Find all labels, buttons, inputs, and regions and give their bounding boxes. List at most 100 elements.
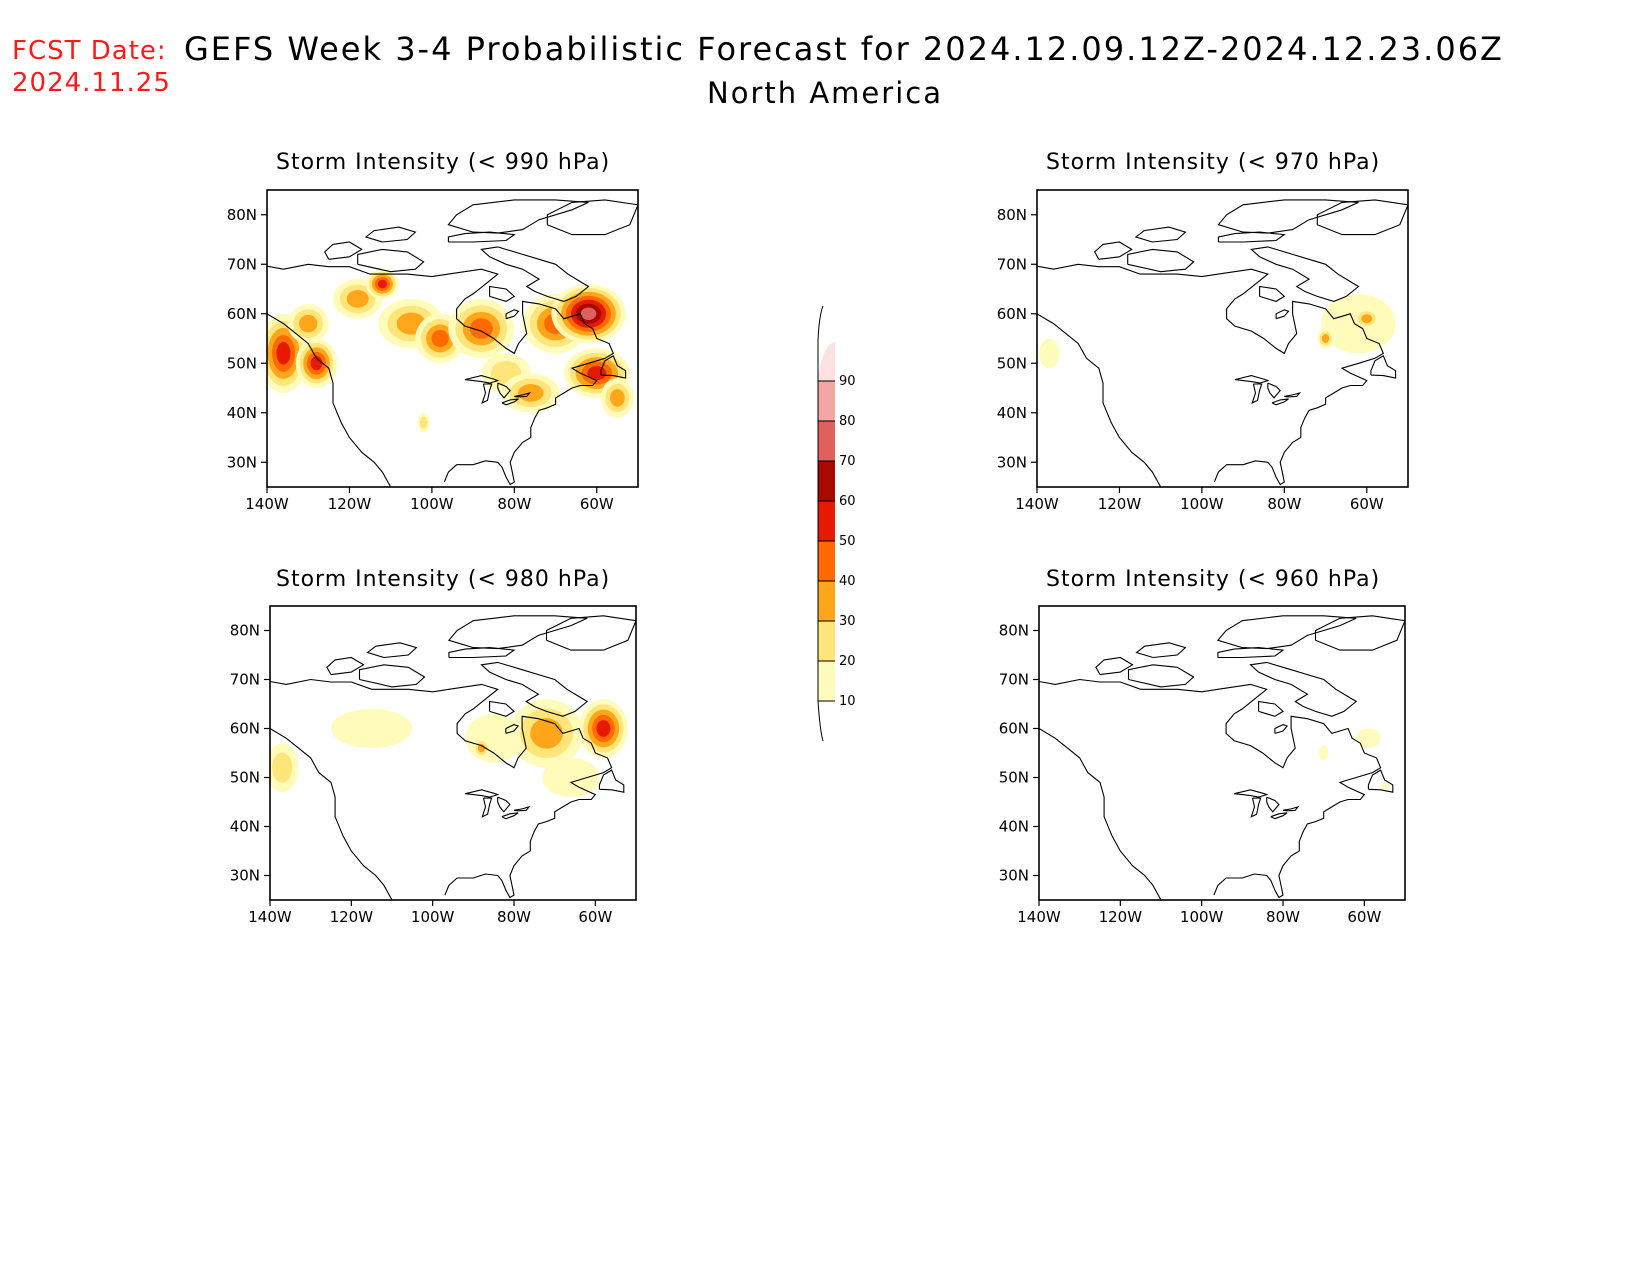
lat-tick-label: 40N <box>230 818 260 836</box>
coastline <box>545 615 636 651</box>
coastline <box>1258 700 1284 717</box>
coastline <box>448 647 516 659</box>
probability-contour-40 <box>431 329 449 348</box>
coastline <box>1039 678 1382 899</box>
coastline <box>1217 231 1286 243</box>
probability-contour-10 <box>542 757 600 798</box>
probability-contour-30 <box>477 743 486 753</box>
lat-tick-label: 70N <box>230 671 260 689</box>
map-fill-p970 <box>1037 199 1408 487</box>
coastline <box>464 375 500 384</box>
lat-tick-label: 30N <box>999 867 1029 885</box>
probability-contour-50 <box>377 279 388 289</box>
colorbar-label: 90 <box>839 374 856 389</box>
coastline <box>1127 248 1195 273</box>
panel-title-970: Storm Intensity (< 970 hPa) <box>1046 150 1381 175</box>
coastline <box>270 728 393 900</box>
coastline <box>501 398 519 406</box>
probability-area <box>1317 328 1334 349</box>
colorbar-label: 10 <box>839 694 856 709</box>
probability-area <box>417 412 430 433</box>
probability-contour-40 <box>469 318 493 339</box>
colorbar: 10 20 30 40 50 60 70 80 90 <box>817 305 856 742</box>
lat-tick-label: 40N <box>227 404 257 422</box>
lat-tick-label: 80N <box>997 206 1027 224</box>
lat-tick-label: 50N <box>227 354 257 372</box>
map-frame <box>1038 605 1406 901</box>
lon-tick-label: 60W <box>578 908 612 926</box>
coastline <box>1095 656 1134 676</box>
coastline <box>1370 354 1397 379</box>
coastline <box>600 354 627 379</box>
lat-tick-label: 40N <box>997 404 1027 422</box>
lat-tick-label: 70N <box>997 255 1027 273</box>
lat-tick-label: 40N <box>999 818 1029 836</box>
probability-area <box>331 708 413 749</box>
region-subtitle-text: North America <box>707 76 943 110</box>
map-fill-p960 <box>1039 615 1405 900</box>
coastline <box>1234 789 1269 798</box>
panel-title-980: Storm Intensity (< 980 hPa) <box>276 567 611 592</box>
lat-tick-label: 70N <box>227 255 257 273</box>
coastline <box>447 199 589 234</box>
coastline <box>326 656 365 676</box>
coastline <box>1037 263 1384 486</box>
probability-area <box>1039 338 1060 369</box>
coastline <box>1127 664 1195 688</box>
lon-tick-label: 60W <box>1347 908 1381 926</box>
coastline <box>324 241 363 260</box>
probability-contour-10 <box>1039 338 1060 369</box>
lon-tick-label: 120W <box>328 495 372 513</box>
probability-area <box>448 298 515 359</box>
coastline <box>497 382 511 399</box>
lon-tick-label: 100W <box>1180 495 1224 513</box>
probability-area <box>270 743 299 793</box>
forecast-date-label: FCST Date: <box>12 36 167 66</box>
probability-area <box>1318 745 1329 761</box>
coastline <box>1037 313 1162 487</box>
colorbar-tail <box>817 305 824 342</box>
coastline <box>514 392 532 398</box>
coastline <box>1134 226 1187 243</box>
map-frame <box>1036 189 1409 488</box>
coastline <box>1270 812 1288 820</box>
probability-area <box>287 303 329 344</box>
forecast-date-value: 2024.11.25 <box>12 68 171 98</box>
probability-contour-30 <box>517 384 544 402</box>
coastline <box>447 615 588 650</box>
coastline <box>1259 285 1286 302</box>
probability-contour-30 <box>1321 334 1330 343</box>
map-frame <box>269 605 637 901</box>
probability-contour-10 <box>1318 745 1329 761</box>
colorbar-segment <box>818 341 835 381</box>
lat-tick-label: 50N <box>999 769 1029 787</box>
coastline <box>505 724 520 734</box>
lon-tick-label: 100W <box>411 908 455 926</box>
colorbar-segment <box>818 621 835 661</box>
lat-tick-label: 80N <box>999 622 1029 640</box>
coastline <box>1271 398 1289 406</box>
coastline <box>1217 199 1359 234</box>
probability-area <box>1354 308 1380 329</box>
coastline <box>1234 375 1270 384</box>
coastline <box>1249 661 1358 717</box>
probability-area <box>542 757 600 798</box>
lat-tick-label: 50N <box>230 769 260 787</box>
map-fill-p990 <box>267 199 638 487</box>
coastline <box>1367 769 1394 793</box>
coastline <box>1216 615 1357 650</box>
coastline <box>1251 383 1263 404</box>
colorbar-segment <box>818 541 835 581</box>
coastline <box>480 246 590 302</box>
probability-contour-70 <box>580 307 597 321</box>
coastline <box>366 642 418 659</box>
coastline <box>267 263 614 486</box>
lon-tick-label: 100W <box>1180 908 1224 926</box>
coastline <box>364 226 417 243</box>
lon-tick-label: 140W <box>248 908 292 926</box>
coastline <box>357 248 425 273</box>
lon-tick-label: 60W <box>580 495 614 513</box>
probability-area <box>509 699 584 768</box>
colorbar-label: 50 <box>839 534 856 549</box>
probability-contour-30 <box>299 314 318 333</box>
